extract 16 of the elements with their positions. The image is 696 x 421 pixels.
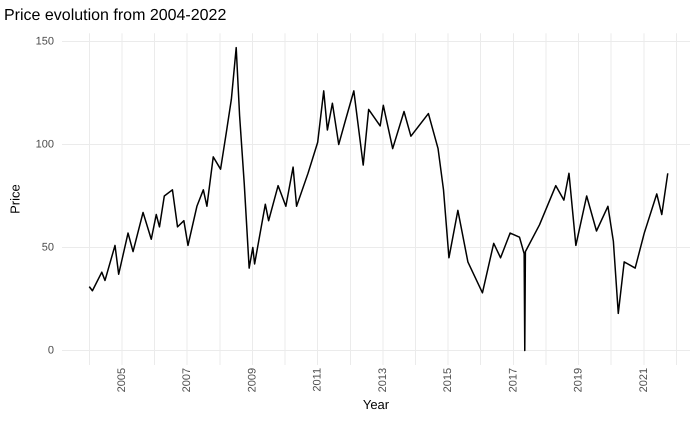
x-tick-label: 2017 [507, 368, 520, 392]
chart-title: Price evolution from 2004-2022 [4, 7, 226, 24]
y-tick-label: 50 [42, 242, 54, 254]
y-axis-title: Price [7, 184, 22, 214]
x-tick-label: 2021 [638, 368, 650, 392]
x-tick-label: 2009 [246, 368, 258, 392]
x-tick-label: 2011 [312, 368, 324, 392]
y-tick-label: 150 [36, 35, 54, 48]
x-tick-label: 2007 [181, 368, 194, 392]
x-axis-title: Year [362, 396, 390, 412]
y-tick-label: 0 [48, 344, 54, 357]
y-tick-label: 100 [36, 138, 54, 150]
x-tick-label: 2005 [116, 368, 128, 392]
x-tick-label: 2019 [572, 368, 585, 392]
x-tick-label: 2015 [442, 368, 454, 392]
x-tick-label: 2013 [376, 368, 389, 392]
